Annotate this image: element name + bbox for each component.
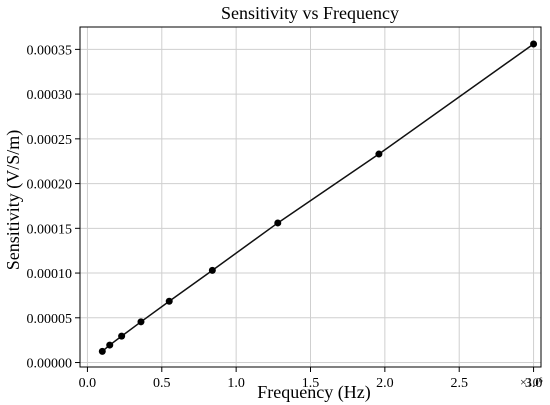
- data-point: [274, 219, 282, 227]
- y-tick-label: 0.00025: [27, 133, 73, 148]
- x-tick-label: 0.5: [153, 376, 171, 391]
- series-line-group: [101, 43, 534, 352]
- series-line: [101, 43, 534, 352]
- x-tick-label: 2.0: [376, 376, 394, 391]
- x-tick-label: 2.5: [450, 376, 468, 391]
- y-tick-label: 0.00030: [27, 88, 73, 103]
- chart-title: Sensitivity vs Frequency: [221, 3, 399, 23]
- data-point: [208, 266, 216, 274]
- x-tick-label: 1.0: [227, 376, 245, 391]
- y-tick-label: 0.00020: [27, 178, 73, 193]
- data-point: [530, 40, 538, 48]
- data-point: [98, 347, 106, 355]
- x-tick-label: 3.0: [525, 376, 543, 391]
- data-points: [98, 40, 538, 355]
- y-tick-label: 0.00005: [27, 312, 73, 327]
- y-axis-ticks: 0.00000 0.00005 0.00010 0.00015 0.00020 0.000…: [27, 43, 80, 372]
- data-point: [375, 150, 383, 158]
- y-tick-label: 0.00035: [27, 43, 73, 58]
- y-tick-label: 0.00000: [27, 357, 73, 372]
- x-axis-offset-label: ×10⁶: [520, 375, 543, 389]
- x-axis-ticks: 0.0 0.5 1.0 1.5 2.0 2.5 3.0: [79, 367, 543, 391]
- x-tick-label: 0.0: [79, 376, 97, 391]
- data-point: [137, 318, 145, 326]
- y-axis-label: Sensitivity (V/S/m): [3, 130, 24, 271]
- x-axis-label: Frequency (Hz): [257, 382, 370, 403]
- y-tick-label: 0.00010: [27, 267, 73, 282]
- y-tick-label: 0.00015: [27, 222, 73, 237]
- x-tick-label: 1.5: [302, 376, 320, 391]
- data-point: [165, 297, 173, 305]
- data-point: [106, 341, 114, 349]
- data-point: [118, 332, 126, 340]
